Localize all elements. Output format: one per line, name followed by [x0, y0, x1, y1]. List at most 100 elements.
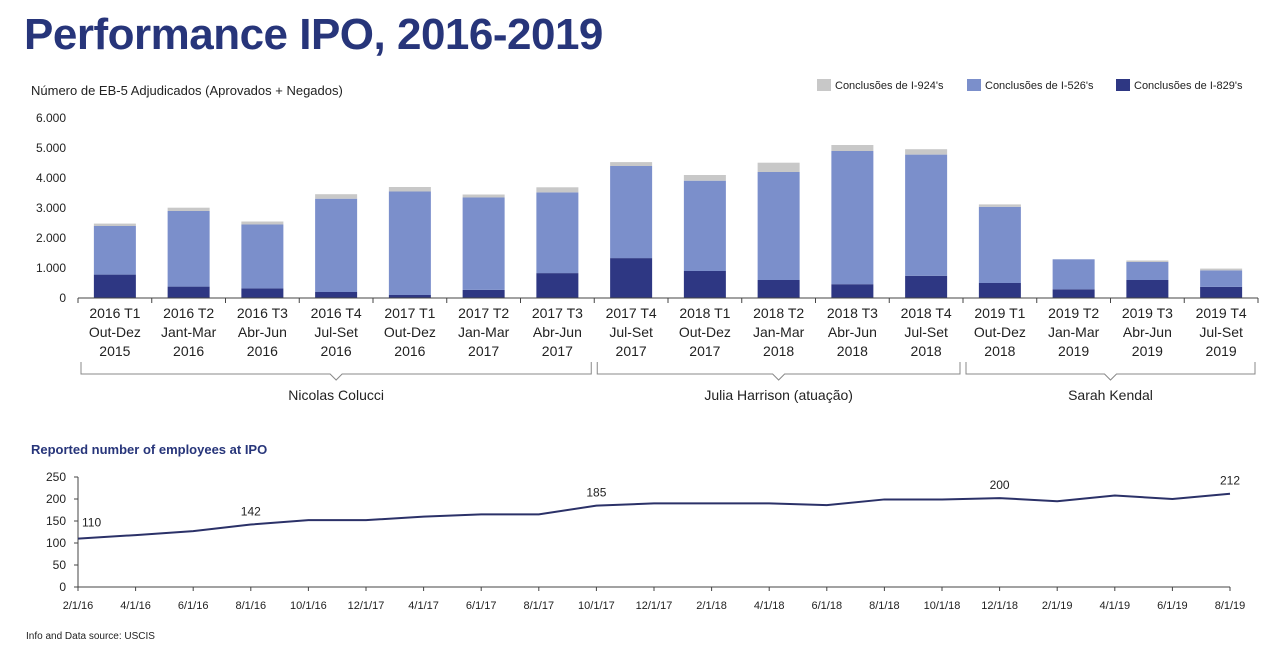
line-x-tick-label: 12/1/18: [981, 600, 1018, 612]
bar-segment-i924: [93, 223, 136, 226]
bar-segment-i526: [978, 206, 1021, 283]
bar-category-label: 2019: [1206, 343, 1237, 359]
legend-label: Conclusões de I-829's: [1134, 80, 1243, 92]
bar-segment-i526: [462, 197, 505, 290]
bar-segment-i526: [241, 224, 284, 289]
bar-category-label: 2016 T4: [311, 305, 362, 321]
line-x-tick-label: 12/1/17: [636, 600, 673, 612]
line-chart-title: Reported number of employees at IPO: [31, 442, 267, 457]
line-y-tick-label: 50: [53, 558, 67, 572]
bar-segment-i526: [388, 191, 431, 295]
legend-swatch: [1116, 79, 1130, 91]
legend-swatch: [817, 79, 831, 91]
bar-category-label: 2017: [468, 343, 499, 359]
data-label: 185: [586, 486, 606, 500]
bar-segment-i924: [978, 204, 1021, 207]
line-x-tick-label: 6/1/19: [1157, 600, 1188, 612]
source-note: Info and Data source: USCIS: [26, 631, 155, 642]
line-x-tick-label: 2/1/16: [63, 600, 94, 612]
line-x-tick-label: 8/1/17: [524, 600, 555, 612]
bar-category-label: 2016 T3: [237, 305, 288, 321]
bar-y-tick-label: 5.000: [36, 141, 66, 155]
bar-y-tick-label: 1.000: [36, 261, 66, 275]
bar-category-label: 2018 T1: [679, 305, 730, 321]
employees-line: [77, 492, 1231, 540]
bar-segment-i829: [683, 271, 726, 298]
line-x-tick-label: 10/1/18: [924, 600, 961, 612]
bar-segment-i924: [610, 162, 653, 166]
group-label: Sarah Kendal: [1068, 387, 1153, 403]
bar-segment-i526: [683, 180, 726, 271]
bar-category-label: 2019: [1132, 343, 1163, 359]
bar-category-label: Jul-Set: [904, 324, 948, 340]
bar-category-label: Jan-Mar: [753, 324, 805, 340]
bar-category-label: Jul-Set: [1199, 324, 1243, 340]
bar-segment-i924: [757, 162, 800, 172]
line-x-tick-label: 8/1/19: [1215, 600, 1246, 612]
bar-segment-i829: [1126, 280, 1169, 298]
bar-segment-i829: [536, 273, 579, 298]
bar-category-label: 2018: [984, 343, 1015, 359]
bar-segment-i829: [388, 295, 431, 298]
group-bracket: [596, 362, 961, 381]
page-title: Performance IPO, 2016-2019: [24, 10, 603, 59]
bar-category-label: 2019 T2: [1048, 305, 1099, 321]
line-x-tick-label: 4/1/19: [1100, 600, 1131, 612]
bar-segment-i526: [315, 198, 358, 292]
bar-category-label: Abr-Jun: [828, 324, 877, 340]
bar-segment-i829: [905, 275, 948, 298]
bar-category-label: 2017 T4: [606, 305, 657, 321]
bar-segment-i526: [757, 172, 800, 280]
bar-category-label: Out-Dez: [384, 324, 436, 340]
bar-segment-i829: [241, 288, 284, 298]
bar-category-label: Abr-Jun: [1123, 324, 1172, 340]
bar-y-tick-label: 3.000: [36, 201, 66, 215]
line-y-tick-label: 100: [46, 536, 66, 550]
data-label: 142: [241, 505, 261, 519]
line-x-tick-label: 10/1/17: [578, 600, 615, 612]
data-label: 110: [82, 516, 101, 530]
bar-category-label: 2016 T1: [89, 305, 140, 321]
legend-swatch: [967, 79, 981, 91]
bar-category-label: 2017: [689, 343, 720, 359]
bar-category-label: 2019: [1058, 343, 1089, 359]
bar-category-label: 2017 T3: [532, 305, 583, 321]
line-x-tick-label: 10/1/16: [290, 600, 327, 612]
bar-chart-title: Número de EB-5 Adjudicados (Aprovados + …: [31, 83, 343, 98]
line-x-tick-label: 6/1/16: [178, 600, 209, 612]
bar-category-label: 2015: [99, 343, 130, 359]
bar-category-label: Jul-Set: [609, 324, 653, 340]
bar-segment-i924: [536, 187, 579, 193]
line-y-tick-label: 200: [46, 492, 66, 506]
bar-category-label: Out-Dez: [974, 324, 1026, 340]
bar-category-label: 2017 T1: [384, 305, 435, 321]
legend-label: Conclusões de I-526's: [985, 80, 1094, 92]
bar-segment-i526: [831, 151, 874, 285]
bar-category-label: 2016: [247, 343, 278, 359]
bar-category-label: 2019 T3: [1122, 305, 1173, 321]
line-x-tick-label: 4/1/16: [120, 600, 151, 612]
bar-category-label: Abr-Jun: [238, 324, 287, 340]
bar-segment-i829: [315, 292, 358, 298]
bar-segment-i526: [905, 154, 948, 276]
bar-segment-i829: [610, 258, 653, 298]
bar-segment-i829: [978, 283, 1021, 298]
line-x-tick-label: 2/1/18: [696, 600, 727, 612]
bar-segment-i829: [93, 274, 136, 298]
bar-segment-i829: [462, 289, 505, 298]
group-bracket: [80, 362, 592, 381]
bar-segment-i924: [1200, 268, 1243, 271]
bar-segment-i924: [388, 187, 431, 192]
bar-category-label: 2018 T3: [827, 305, 878, 321]
bar-segment-i829: [757, 280, 800, 298]
bar-category-label: Jan-Mar: [1048, 324, 1100, 340]
bar-category-label: 2017: [542, 343, 573, 359]
line-x-tick-label: 2/1/19: [1042, 600, 1073, 612]
bar-category-label: 2016 T2: [163, 305, 214, 321]
line-y-tick-label: 0: [59, 580, 66, 594]
data-label: 212: [1220, 474, 1240, 488]
bar-segment-i526: [1126, 262, 1169, 280]
bar-segment-i526: [610, 166, 653, 259]
bar-segment-i526: [1200, 270, 1243, 287]
bar-category-label: 2019 T4: [1196, 305, 1247, 321]
